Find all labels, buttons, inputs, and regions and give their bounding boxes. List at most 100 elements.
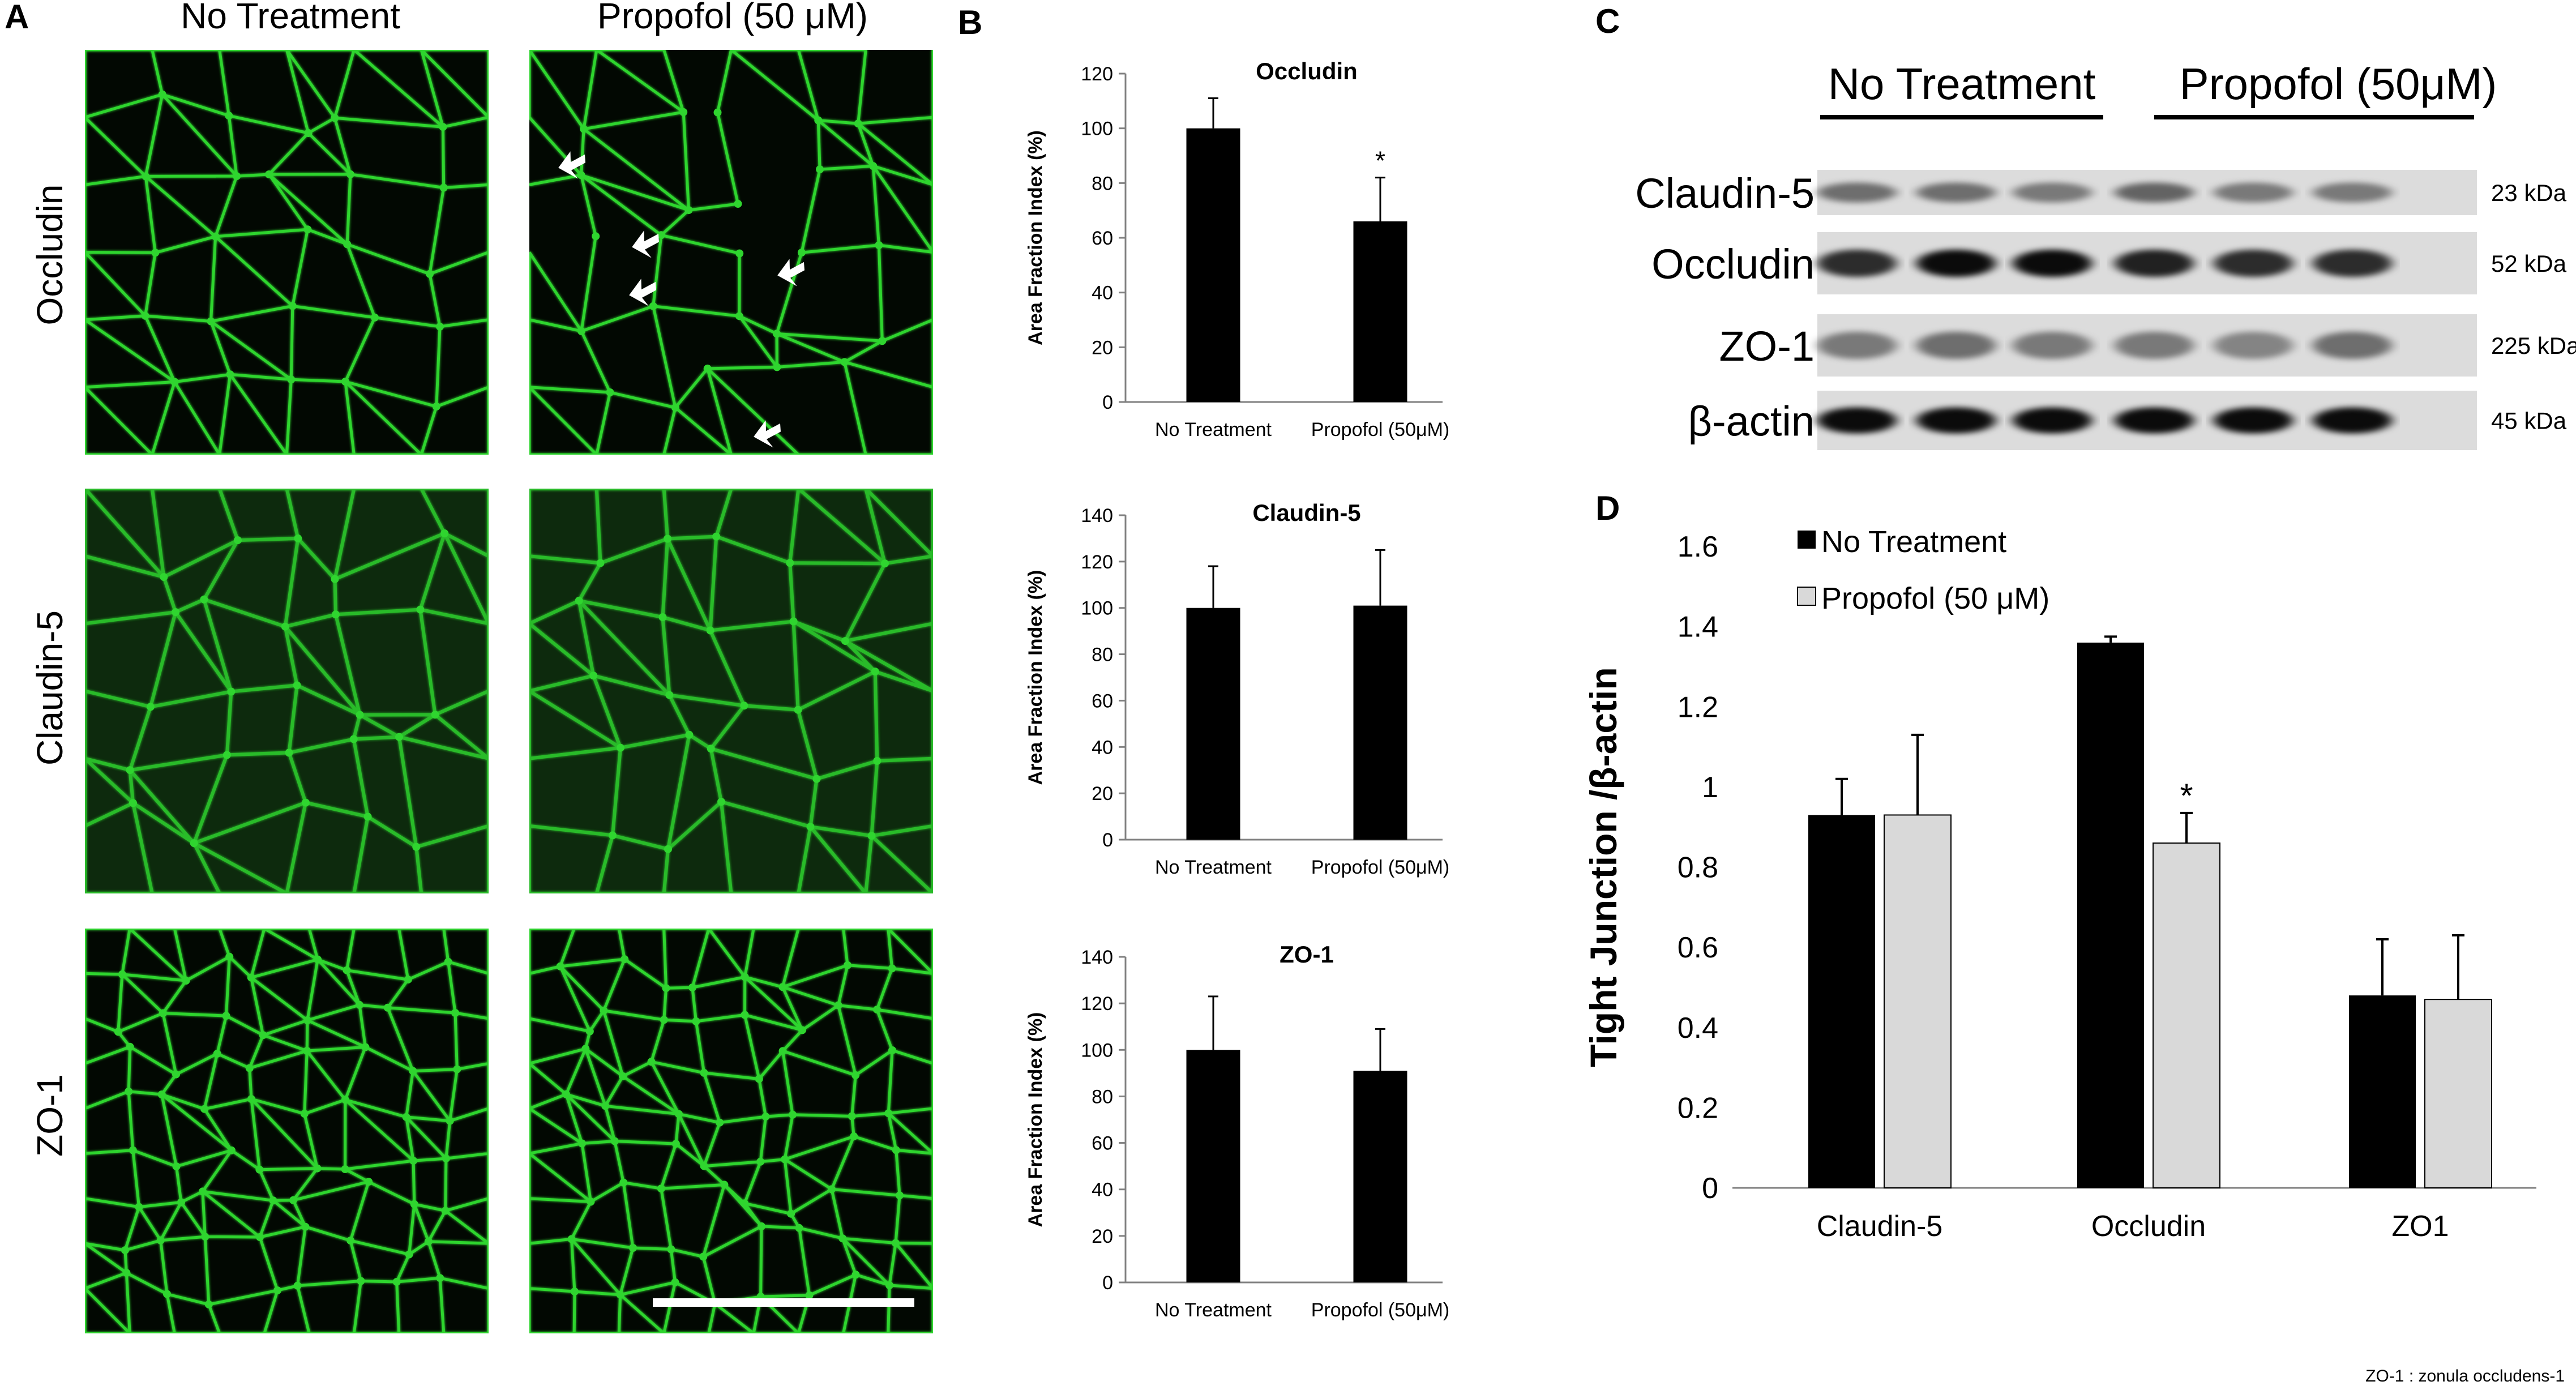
y-tick-label: 20 <box>1092 783 1113 805</box>
micrograph-occludin-propofol <box>529 50 933 455</box>
chart-title: Claudin-5 <box>1252 499 1360 526</box>
bar <box>1186 608 1240 840</box>
panel-a-row-claudin-5: Claudin-5 <box>29 610 70 765</box>
bar <box>1186 1050 1240 1282</box>
blot-row-label: ZO-1 <box>1719 323 1815 370</box>
y-tick-label: 60 <box>1092 228 1113 249</box>
y-tick-label: 0 <box>1102 829 1113 851</box>
blot-row: ZO-1 225 kDa <box>1719 314 2576 377</box>
panel-label-c: C <box>1595 2 1620 40</box>
arrow-marker <box>629 279 657 306</box>
blot-band <box>2214 182 2293 203</box>
chart-title: ZO-1 <box>1280 941 1334 968</box>
blot-band <box>2013 331 2092 360</box>
y-tick-label: 0 <box>1102 1272 1113 1294</box>
blot-band <box>2115 331 2194 360</box>
chart-zo1-area-fraction: 0 20 40 60 80 100 120 140 No Treatment Propofol (… <box>1025 941 1449 1321</box>
blot-band <box>2313 249 2392 277</box>
chart-claudin5-area-fraction: 0 20 40 60 80 100 120 140 No Treatment Propofol (… <box>1025 499 1449 878</box>
blot-band <box>1817 331 1897 360</box>
bar <box>1353 1071 1407 1282</box>
y-tick-label: 0.4 <box>1678 1012 1718 1045</box>
panel-a-column-propofol: Propofol (50 μM) <box>597 0 868 36</box>
blot-band <box>1817 407 1897 434</box>
blot-band <box>2313 182 2392 203</box>
y-tick-label: 0 <box>1702 1172 1718 1205</box>
legend-label: No Treatment <box>1821 525 2006 559</box>
scale-bar <box>653 1298 914 1307</box>
blot-band <box>2313 407 2392 434</box>
panel-a-column-no-treatment: No Treatment <box>181 0 400 36</box>
blot-row: Occludin 52 kDa <box>1651 232 2567 294</box>
arrow-marker <box>558 151 586 179</box>
panel-label-b: B <box>958 3 982 41</box>
blot-band <box>1916 182 1996 203</box>
blot-row-label: Claudin-5 <box>1635 170 1815 217</box>
y-tick-label: 1.4 <box>1678 611 1718 644</box>
micrograph-zo1-propofol <box>529 929 933 1333</box>
y-axis-label: Area Fraction Index (%) <box>1025 130 1046 345</box>
bar <box>1186 128 1240 402</box>
category-label: No Treatment <box>1155 1299 1272 1321</box>
chart-title: Occludin <box>1256 58 1358 84</box>
y-tick-label: 80 <box>1092 644 1113 666</box>
blot-band <box>1916 331 1996 360</box>
category-label: No Treatment <box>1155 419 1272 440</box>
category-label: No Treatment <box>1155 857 1272 878</box>
arrow-marker <box>777 259 805 286</box>
legend-swatch <box>1798 531 1816 549</box>
blot-size-label: 52 kDa <box>2491 250 2567 277</box>
bar <box>2153 842 2220 1188</box>
blot-band <box>1817 182 1897 203</box>
blot-group-propofol: Propofol (50μM) <box>2180 59 2497 109</box>
y-tick-label: 60 <box>1092 1133 1113 1154</box>
blot-band <box>2115 407 2194 434</box>
bar <box>1353 605 1407 840</box>
y-tick-label: 80 <box>1092 173 1113 194</box>
y-tick-label: 0 <box>1102 392 1113 413</box>
blot-band <box>1817 249 1897 277</box>
blot-band <box>2013 407 2092 434</box>
arrow-marker <box>754 420 781 448</box>
y-tick-label: 0.2 <box>1678 1092 1718 1124</box>
y-tick-label: 120 <box>1081 551 1113 573</box>
y-tick-label: 100 <box>1081 1040 1113 1061</box>
blot-size-label: 23 kDa <box>2491 179 2567 206</box>
blot-group-no-treatment: No Treatment <box>1828 59 2096 109</box>
y-tick-label: 40 <box>1092 737 1113 758</box>
y-tick-label: 140 <box>1081 947 1113 968</box>
category-label: Propofol (50μM) <box>1311 857 1449 878</box>
blot-band <box>2313 331 2392 360</box>
blot-row: Claudin-5 23 kDa <box>1635 170 2567 217</box>
arrow-marker <box>632 230 660 258</box>
bar <box>2424 999 2492 1189</box>
blot-band <box>1916 407 1996 434</box>
y-tick-label: 100 <box>1081 598 1113 619</box>
micrograph-claudin5-propofol <box>529 489 933 893</box>
chart-occludin-area-fraction: 0 20 40 60 80 100 120 No Treatment * Propofol (50… <box>1025 58 1449 440</box>
y-tick-label: 0.6 <box>1678 931 1718 964</box>
y-tick-label: 140 <box>1081 505 1113 527</box>
panel-label-d: D <box>1595 489 1620 527</box>
blot-row-label: β-actin <box>1688 398 1815 445</box>
blot-band <box>1916 249 1996 277</box>
y-tick-label: 1.6 <box>1678 531 1718 563</box>
y-tick-label: 60 <box>1092 690 1113 712</box>
category-label: ZO1 <box>2391 1210 2449 1243</box>
y-tick-label: 80 <box>1092 1086 1113 1107</box>
bar <box>1353 221 1407 402</box>
significance-marker: * <box>1375 146 1385 176</box>
panel-label-a: A <box>5 0 29 36</box>
micrograph-grid <box>85 50 933 1333</box>
y-axis-label: Tight Junction /β-actin <box>1582 667 1624 1067</box>
y-axis-label: Area Fraction Index (%) <box>1025 570 1046 785</box>
y-tick-label: 1.2 <box>1678 691 1718 724</box>
panel-a-row-zo-1: ZO-1 <box>29 1074 70 1157</box>
arrow-markers <box>558 151 805 448</box>
y-tick-label: 120 <box>1081 993 1113 1015</box>
y-tick-label: 120 <box>1081 63 1113 85</box>
blot-band <box>2013 182 2092 203</box>
y-tick-label: 100 <box>1081 118 1113 140</box>
bar <box>1808 815 1875 1188</box>
